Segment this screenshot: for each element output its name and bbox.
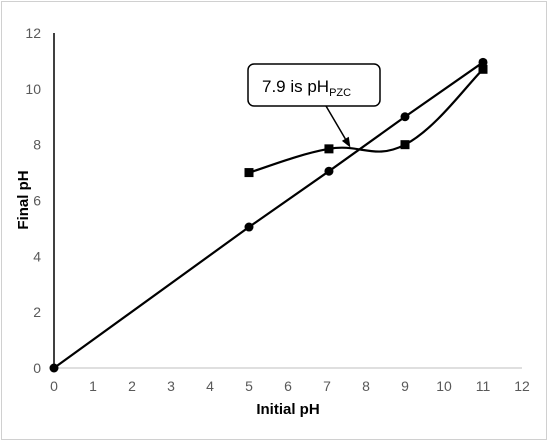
series-2-point: [478, 64, 488, 74]
axes: [53, 33, 522, 369]
series-2-line: [248, 68, 484, 174]
series-layer: [49, 57, 488, 373]
x-tick-label: 1: [89, 378, 97, 394]
y-tick-label: 6: [33, 193, 41, 209]
series-1-point: [324, 166, 334, 176]
series-2-point: [244, 168, 254, 178]
x-tick-label: 0: [50, 378, 58, 394]
series-1-point: [400, 112, 410, 122]
callout-text-sub: PZC: [329, 87, 351, 99]
x-tick-label: 10: [436, 378, 452, 394]
x-tick-label: 9: [401, 378, 409, 394]
y-axis-title: Final pH: [15, 170, 32, 229]
x-tick-label: 5: [245, 378, 253, 394]
y-tick-label: 0: [33, 360, 41, 376]
callout-text-main: 7.9 is pH: [262, 77, 329, 96]
x-tick-label: 6: [284, 378, 292, 394]
series-1-point: [244, 222, 254, 232]
x-axis-title: Initial pH: [256, 401, 319, 418]
callout: 7.9 is pHPZC: [247, 63, 381, 148]
series-2-point: [324, 144, 334, 154]
y-tick-label: 4: [33, 248, 41, 264]
series-1-line: [53, 61, 484, 369]
callout-label: 7.9 is pHPZC: [262, 77, 351, 99]
callout-arrow-line: [325, 105, 346, 140]
series-1-point: [49, 363, 59, 373]
y-tick-label: 12: [25, 25, 41, 41]
series-1-point: [478, 57, 488, 67]
x-tick-label: 7: [323, 378, 331, 394]
x-tick-label: 3: [167, 378, 175, 394]
callout-arrowhead: [341, 136, 351, 148]
x-tick-label: 11: [476, 378, 491, 394]
y-tick-label: 8: [33, 137, 41, 153]
y-tick-label: 10: [25, 81, 41, 97]
x-tick-label: 2: [128, 378, 136, 394]
callout-box: [247, 63, 381, 107]
x-tick-label: 8: [362, 378, 370, 394]
x-tick-label: 4: [206, 378, 214, 394]
y-tick-label: 2: [33, 304, 41, 320]
series-2-point: [400, 140, 410, 150]
x-tick-label: 12: [514, 378, 530, 394]
